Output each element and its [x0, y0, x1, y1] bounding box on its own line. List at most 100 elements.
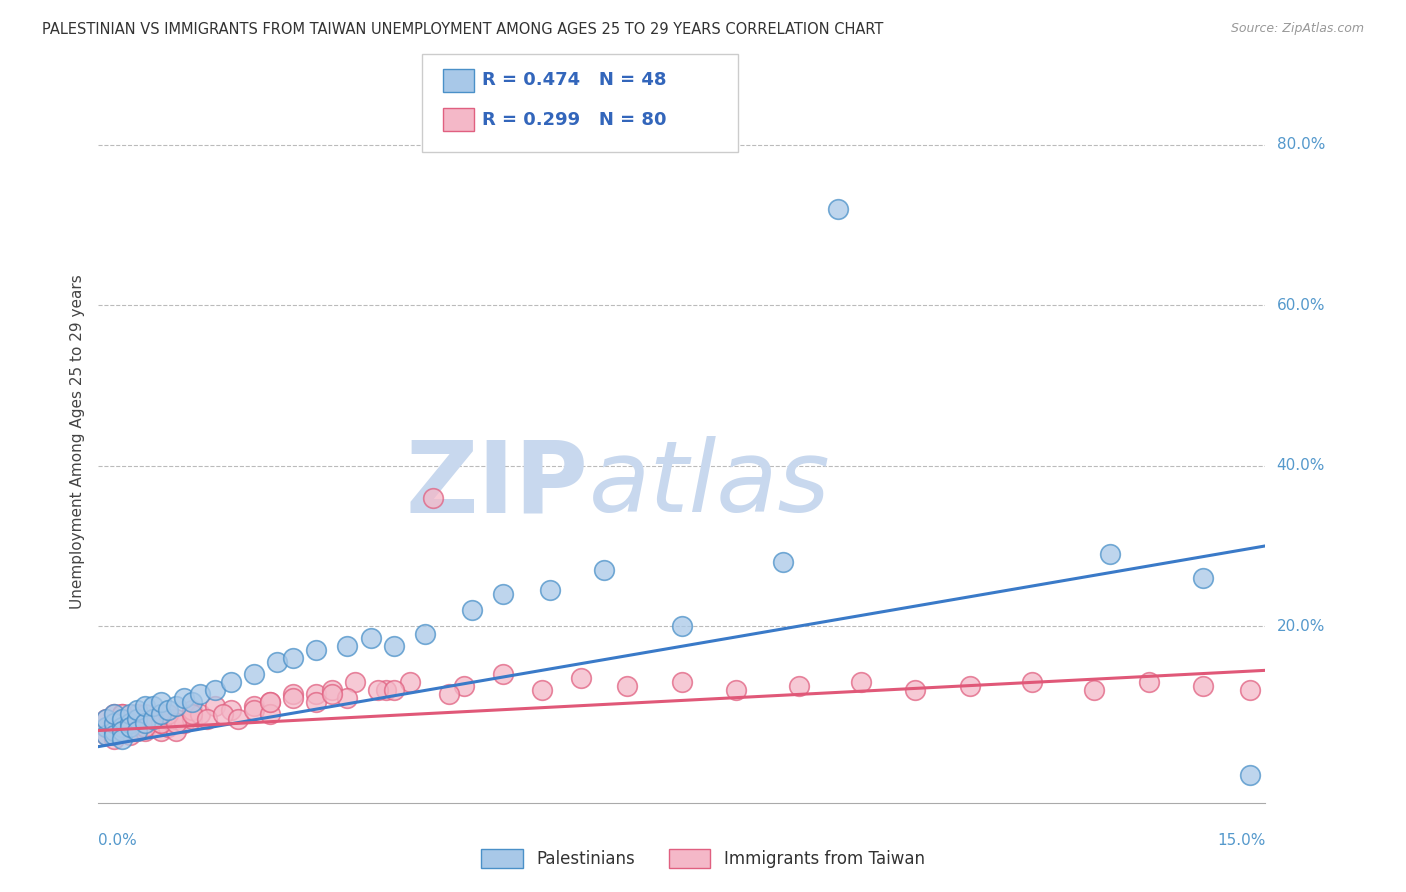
Point — [103, 715, 125, 730]
Point — [96, 719, 118, 733]
Point — [173, 691, 195, 706]
Point — [180, 696, 202, 710]
Point — [849, 675, 872, 690]
Point — [305, 687, 328, 701]
Point — [1192, 571, 1215, 585]
Point — [111, 723, 134, 738]
Point — [134, 723, 156, 738]
Point — [173, 715, 195, 730]
Y-axis label: Unemployment Among Ages 25 to 29 years: Unemployment Among Ages 25 to 29 years — [69, 274, 84, 609]
Point — [266, 655, 288, 669]
Point — [118, 715, 141, 730]
Point — [530, 683, 553, 698]
Point — [725, 683, 748, 698]
Point — [305, 643, 328, 657]
Point — [103, 707, 125, 722]
Point — [398, 675, 420, 690]
Point — [1192, 680, 1215, 694]
Point — [180, 712, 202, 726]
Point — [195, 712, 218, 726]
Point — [111, 715, 134, 730]
Point — [165, 723, 187, 738]
Text: 15.0%: 15.0% — [1218, 833, 1265, 848]
Point — [134, 715, 156, 730]
Point — [180, 707, 202, 722]
Point — [367, 683, 389, 698]
Point — [165, 699, 187, 714]
Text: R = 0.474   N = 48: R = 0.474 N = 48 — [482, 71, 666, 89]
Point — [180, 703, 202, 717]
Point — [228, 712, 250, 726]
Point — [103, 715, 125, 730]
Point — [204, 683, 226, 698]
Point — [413, 627, 436, 641]
Point — [96, 719, 118, 733]
Point — [111, 707, 134, 722]
Point — [142, 699, 165, 714]
Text: 0.0%: 0.0% — [98, 833, 138, 848]
Text: 20.0%: 20.0% — [1277, 619, 1324, 633]
Point — [204, 699, 226, 714]
Point — [142, 719, 165, 733]
Point — [103, 707, 125, 722]
Point — [1098, 547, 1121, 561]
Point — [118, 719, 141, 733]
Point — [103, 723, 125, 738]
Point — [134, 707, 156, 722]
Point — [375, 683, 398, 698]
Text: PALESTINIAN VS IMMIGRANTS FROM TAIWAN UNEMPLOYMENT AMONG AGES 25 TO 29 YEARS COR: PALESTINIAN VS IMMIGRANTS FROM TAIWAN UN… — [42, 22, 883, 37]
Point — [281, 687, 304, 701]
Text: atlas: atlas — [589, 436, 830, 533]
Point — [243, 699, 266, 714]
Point — [111, 723, 134, 738]
Point — [1083, 683, 1105, 698]
Point — [281, 651, 304, 665]
Point — [772, 555, 794, 569]
Point — [149, 696, 172, 710]
Point — [142, 712, 165, 726]
Point — [134, 719, 156, 733]
Point — [127, 712, 149, 726]
Point — [787, 680, 810, 694]
Point — [165, 712, 187, 726]
Point — [149, 715, 172, 730]
Point — [118, 719, 141, 733]
Point — [321, 683, 343, 698]
Point — [212, 707, 235, 722]
Point — [157, 712, 180, 726]
Point — [671, 675, 693, 690]
Point — [538, 583, 561, 598]
Point — [157, 707, 180, 722]
Point — [360, 632, 382, 646]
Point — [103, 731, 125, 746]
Point — [118, 728, 141, 742]
Point — [127, 723, 149, 738]
Point — [616, 680, 638, 694]
Point — [344, 675, 367, 690]
Point — [959, 680, 981, 694]
Point — [142, 712, 165, 726]
Text: 80.0%: 80.0% — [1277, 137, 1324, 152]
Point — [281, 691, 304, 706]
Point — [1137, 675, 1160, 690]
Point — [188, 687, 211, 701]
Point — [149, 715, 172, 730]
Point — [259, 696, 281, 710]
Point — [103, 728, 125, 742]
Legend: Palestinians, Immigrants from Taiwan: Palestinians, Immigrants from Taiwan — [475, 842, 931, 875]
Point — [111, 731, 134, 746]
Text: ZIP: ZIP — [406, 436, 589, 533]
Point — [157, 703, 180, 717]
Point — [96, 712, 118, 726]
Point — [188, 707, 211, 722]
Text: 60.0%: 60.0% — [1277, 298, 1324, 312]
Point — [305, 696, 328, 710]
Point — [492, 587, 515, 601]
Point — [382, 639, 405, 653]
Text: Source: ZipAtlas.com: Source: ZipAtlas.com — [1230, 22, 1364, 36]
Point — [149, 723, 172, 738]
Point — [321, 687, 343, 701]
Point — [453, 680, 475, 694]
Point — [593, 563, 616, 577]
Point — [569, 671, 592, 685]
